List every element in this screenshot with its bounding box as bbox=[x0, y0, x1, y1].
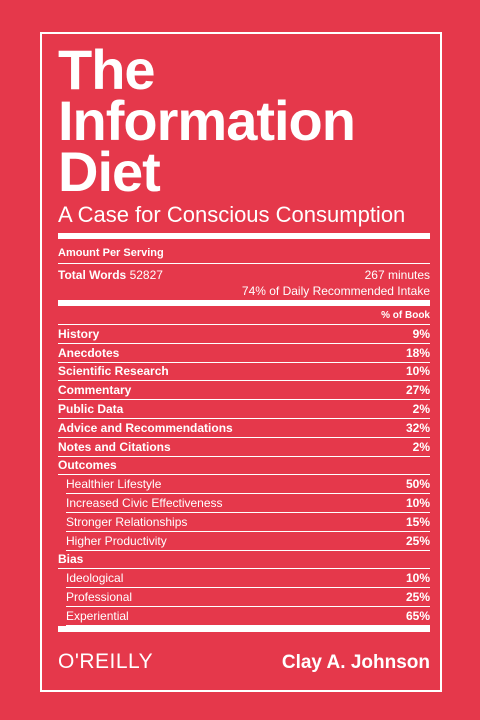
title-line: Diet bbox=[58, 140, 161, 203]
row-label: Stronger Relationships bbox=[66, 514, 188, 529]
row-value: 10% bbox=[405, 571, 430, 586]
column-header: % of Book bbox=[381, 310, 430, 321]
row-label: Anecdotes bbox=[58, 345, 120, 360]
row-value: 18% bbox=[405, 345, 430, 360]
label-row: Notes and Citations 2% bbox=[58, 438, 430, 457]
label-row: Professional 25% bbox=[66, 588, 430, 607]
row-label: Commentary bbox=[58, 383, 132, 398]
label-row: Public Data 2% bbox=[58, 400, 430, 419]
row-value: 27% bbox=[405, 383, 430, 398]
label-row: Higher Productivity 25% bbox=[66, 532, 430, 551]
row-label: Notes and Citations bbox=[58, 439, 171, 454]
label-row: Scientific Research 10% bbox=[58, 363, 430, 382]
label-row: Advice and Recommendations 32% bbox=[58, 419, 430, 438]
row-value: 15% bbox=[405, 514, 430, 529]
row-value: 10% bbox=[405, 364, 430, 379]
cover-frame bbox=[40, 32, 442, 692]
label-row: History 9% bbox=[58, 325, 430, 344]
row-value: 65% bbox=[405, 608, 430, 623]
row-value: 25% bbox=[405, 590, 430, 605]
row-label: Outcomes bbox=[58, 458, 117, 473]
label-row: Bias bbox=[58, 551, 430, 570]
intake: 74% of Daily Recommended Intake bbox=[241, 284, 430, 298]
rule bbox=[58, 263, 430, 264]
subtitle: A Case for Conscious Consumption bbox=[58, 202, 406, 227]
author: Clay A. Johnson bbox=[281, 652, 430, 673]
label-row: Experiential 65% bbox=[66, 607, 430, 626]
total-words-label: Total Words bbox=[58, 268, 127, 282]
title: The Information Diet bbox=[58, 38, 356, 203]
row-value: 32% bbox=[405, 420, 430, 435]
total-words: Total Words 52827 bbox=[58, 268, 163, 282]
label-row: Healthier Lifestyle 50% bbox=[66, 475, 430, 495]
label-rows: History 9% Anecdotes 18% Scientific Research… bbox=[58, 325, 430, 626]
row-value: 50% bbox=[405, 477, 430, 492]
title-line: Information bbox=[58, 89, 356, 152]
title-line: The bbox=[58, 38, 156, 101]
row-label: Professional bbox=[66, 590, 133, 605]
row-label: Advice and Recommendations bbox=[58, 420, 233, 435]
minutes: 267 minutes bbox=[364, 268, 430, 282]
label-row: Outcomes bbox=[58, 457, 430, 476]
rule bbox=[58, 324, 430, 325]
row-value: 9% bbox=[412, 326, 430, 341]
row-value: 25% bbox=[405, 533, 430, 548]
row-value: 2% bbox=[412, 402, 430, 417]
row-label: Healthier Lifestyle bbox=[66, 477, 162, 492]
publisher: O'REILLY bbox=[58, 650, 154, 673]
row-value: 10% bbox=[405, 496, 430, 511]
row-label: Scientific Research bbox=[58, 364, 169, 379]
rule bbox=[58, 626, 430, 632]
row-label: Higher Productivity bbox=[66, 533, 167, 548]
row-label: Ideological bbox=[66, 571, 124, 586]
total-words-value: 52827 bbox=[129, 268, 163, 282]
rule bbox=[58, 233, 430, 239]
row-value: 2% bbox=[412, 439, 430, 454]
rule bbox=[58, 300, 430, 306]
label-row: Anecdotes 18% bbox=[58, 344, 430, 363]
row-label: Bias bbox=[58, 552, 84, 567]
row-label: Experiential bbox=[66, 608, 129, 623]
serving-label: Amount Per Serving bbox=[58, 247, 164, 259]
row-label: Public Data bbox=[58, 402, 124, 417]
label-row: Increased Civic Effectiveness 10% bbox=[66, 494, 430, 513]
label-row: Commentary 27% bbox=[58, 381, 430, 401]
label-row: Ideological 10% bbox=[66, 569, 430, 589]
label-row: Stronger Relationships 15% bbox=[66, 513, 430, 532]
row-label: History bbox=[58, 326, 100, 341]
row-label: Increased Civic Effectiveness bbox=[66, 496, 223, 511]
